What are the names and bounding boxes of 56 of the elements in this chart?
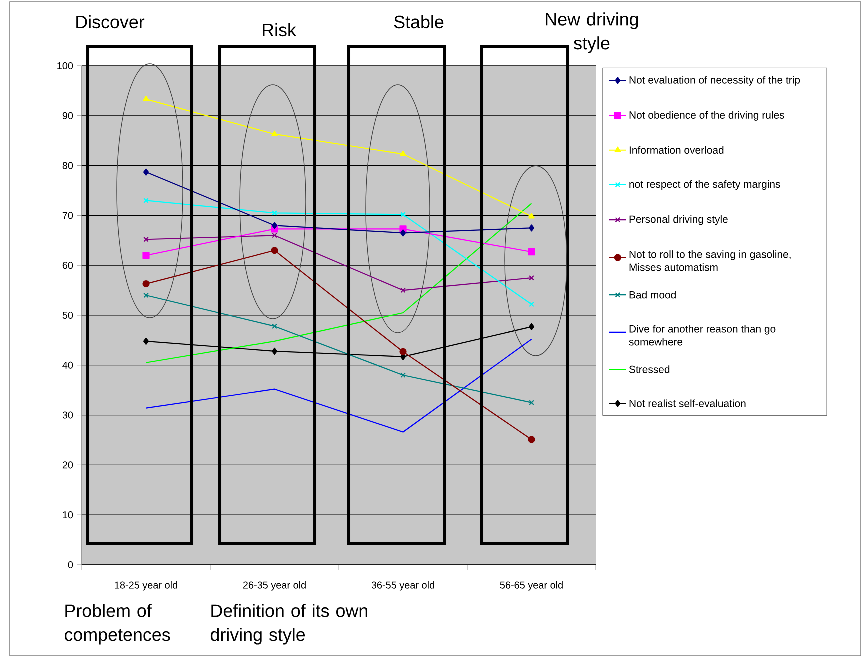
line-series [146,338,532,433]
y-tick-label: 60 [62,262,74,270]
point [272,210,278,216]
legend-label: Not obedience of the driving rules [630,111,784,122]
point [528,436,536,444]
x-tick-label: 26-35 year old [243,582,306,591]
text: Stable [394,15,444,29]
y-tick-label: 10 [63,512,74,519]
legend-label: not respect of the safety margins [630,180,780,190]
point [272,348,278,355]
y-tick-label: 50 [62,312,74,320]
point [400,150,406,156]
legend-label: Not evaluation of necessity of the trip [630,76,800,86]
line-series [146,203,532,364]
legend-label: Not to roll to the saving in gasoline, Misses automatism [630,250,791,272]
point [400,372,406,378]
y-tick-label: 70 [62,212,74,220]
point [400,288,406,294]
y-tick-label: 40 [62,362,74,369]
y-tick-label: 90 [62,112,74,120]
legend-label: Bad mood [630,291,676,299]
point [528,224,535,232]
point [143,338,150,345]
point [400,212,406,218]
point [272,222,278,230]
legend-label: Not realist self-evaluation [630,400,746,408]
point [272,130,278,136]
point [400,348,407,356]
x-tick-label: 36-55 year old [372,582,434,591]
point [528,213,535,219]
point [143,168,150,176]
point [528,248,536,256]
text: Problem of competences [64,604,170,645]
point [143,96,150,102]
legend-label: Information overload [630,146,724,154]
point [272,324,278,330]
point [142,280,150,288]
legend-label: Dive for another reason than go somewhere [629,325,776,346]
y-tick-label: 20 [62,462,74,469]
text: Discover [76,15,145,29]
text: Definition of its own driving style [210,604,368,645]
text: Risk [263,23,296,37]
legend-label: Personal driving style [630,215,728,226]
y-tick-label: 0 [68,561,74,569]
y-tick-label: 30 [62,412,74,419]
legend-label: Stressed [629,366,670,374]
x-tick-label: 56-65 year old [500,582,563,591]
point [400,230,406,237]
x-tick-label: 18-25 year old [115,582,178,591]
point [528,323,535,331]
point [272,232,278,238]
y-tick-label: 80 [62,162,74,170]
point [271,247,278,254]
text: New driving style [546,12,638,54]
point [142,252,150,260]
y-tick-label: 100 [58,62,74,70]
